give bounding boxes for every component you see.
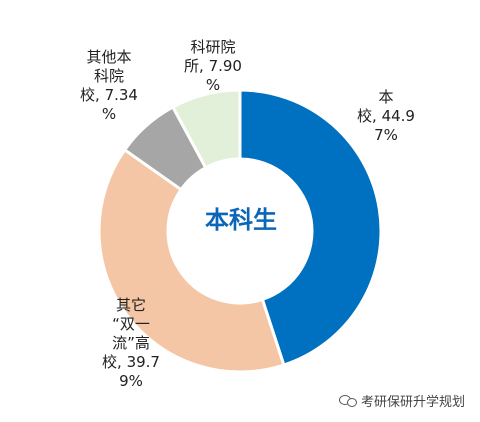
donut-center-title: 本科生 (205, 206, 277, 234)
slice-label-other-double-first-class: 其它 “双一 流”高 校, 39.7 9% (102, 296, 160, 390)
donut-slice-benxiao (238, 88, 383, 367)
donut-slice-research-institutes (170, 88, 242, 170)
wechat-icon (339, 393, 357, 407)
watermark: 考研保研升学规划 (339, 389, 465, 411)
slice-label-other-universities: 其他本 科院 校, 7.34 % (80, 48, 138, 123)
watermark-text: 考研保研升学规划 (361, 394, 466, 410)
slice-label-benxiao: 本 校, 44.9 7% (357, 88, 415, 144)
slice-label-research-institutes: 科研院 所, 7.90 % (184, 38, 242, 94)
donut-slice-other-double-first-class (97, 147, 286, 374)
